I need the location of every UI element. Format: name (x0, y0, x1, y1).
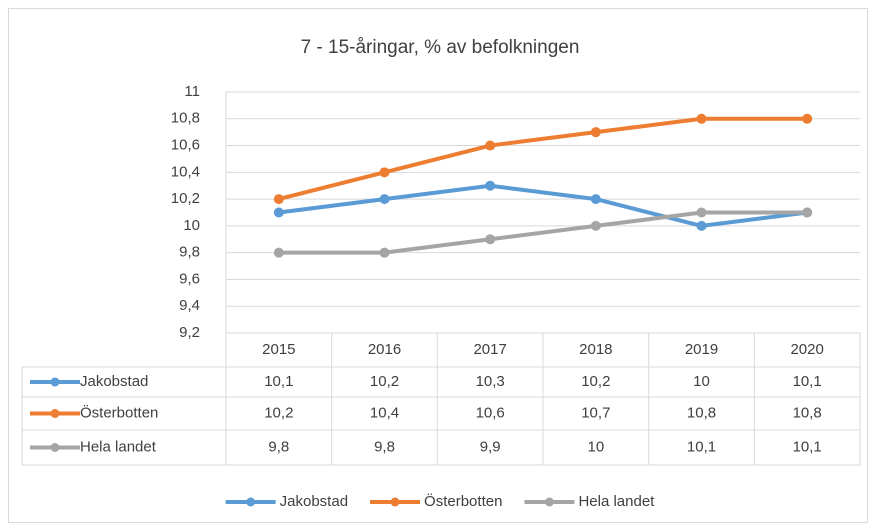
legend-key-marker (50, 443, 60, 452)
table-cell: 10,7 (581, 404, 610, 421)
data-point (696, 207, 707, 218)
table-cell: 9,8 (268, 438, 289, 455)
series-line (278, 183, 808, 228)
table-cell: 10,6 (476, 404, 505, 421)
legend-key-marker (246, 497, 256, 507)
data-point (802, 207, 813, 218)
table-cell: 10,1 (793, 373, 822, 390)
legend-key-marker (50, 409, 60, 418)
x-tick-label: 2018 (579, 341, 612, 358)
table-cell: 10,4 (370, 404, 399, 421)
table-cell: 10,1 (687, 438, 716, 455)
data-point (379, 194, 390, 205)
legend-label: Österbotten (424, 492, 502, 510)
table-cell: 10 (693, 373, 710, 390)
table-cell: 10 (587, 438, 604, 455)
y-tick-label: 9,2 (179, 324, 200, 341)
table-series-name: Jakobstad (80, 373, 148, 390)
data-point (696, 113, 707, 124)
y-tick-label: 9,4 (179, 297, 200, 314)
data-point (379, 167, 390, 178)
series-line (278, 210, 808, 255)
data-point (485, 234, 496, 245)
y-tick-label: 10,4 (171, 163, 200, 180)
data-point (590, 194, 601, 205)
table-cell: 10,1 (793, 438, 822, 455)
x-tick-label: 2020 (790, 341, 823, 358)
data-point (696, 220, 707, 231)
series-line (278, 116, 808, 202)
legend-key-marker (544, 497, 554, 507)
x-tick-label: 2017 (473, 341, 506, 358)
table-cell: 10,8 (687, 404, 716, 421)
chart-border (8, 8, 868, 523)
table-cell: 10,2 (581, 373, 610, 390)
data-point (273, 247, 284, 258)
table-cell: 10,8 (793, 404, 822, 421)
x-tick-label: 2019 (685, 341, 718, 358)
legend-label: Hela landet (578, 493, 655, 510)
y-tick-label: 10,2 (171, 190, 200, 207)
legend-label: Jakobstad (280, 493, 348, 510)
data-point (590, 127, 601, 138)
y-tick-label: 9,6 (179, 270, 200, 287)
data-point (273, 207, 284, 218)
table-cell: 10,2 (370, 373, 399, 390)
x-tick-label: 2015 (262, 341, 295, 358)
y-tick-label: 9,8 (179, 244, 200, 261)
data-point (379, 247, 390, 258)
legend-key-marker (390, 497, 400, 507)
y-tick-label: 11 (184, 83, 200, 100)
chart-title: 7 - 15-åringar, % av befolkningen (301, 37, 580, 58)
table-series-name: Hela landet (80, 438, 157, 455)
legend-key-marker (50, 377, 60, 387)
y-tick-label: 10,8 (171, 110, 200, 127)
x-tick-label: 2016 (368, 341, 401, 358)
y-tick-label: 10 (183, 217, 200, 234)
table-cell: 9,9 (480, 438, 501, 455)
data-point (485, 140, 496, 151)
table-cell: 10,2 (264, 404, 293, 421)
data-point (802, 113, 813, 124)
data-point (273, 194, 284, 205)
table-series-name: Österbotten (80, 403, 158, 421)
data-point (590, 220, 601, 231)
table-cell: 10,3 (476, 373, 505, 390)
table-cell: 10,1 (264, 373, 293, 390)
y-tick-label: 10,6 (171, 137, 200, 154)
data-point (485, 180, 496, 191)
table-cell: 9,8 (374, 438, 395, 455)
